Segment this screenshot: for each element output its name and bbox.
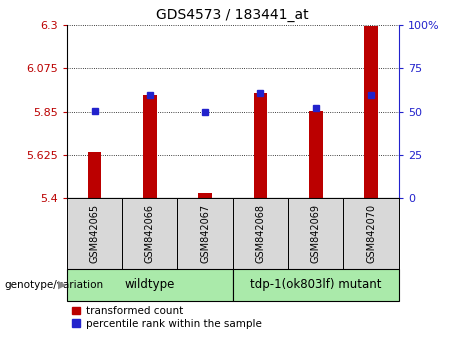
Bar: [88, 152, 101, 198]
Bar: [67, 198, 122, 269]
Bar: [198, 193, 212, 198]
Bar: [233, 198, 288, 269]
Text: wildtype: wildtype: [124, 279, 175, 291]
Bar: [177, 198, 233, 269]
Text: GSM842065: GSM842065: [89, 204, 100, 263]
Bar: [364, 26, 378, 198]
Text: tdp-1(ok803lf) mutant: tdp-1(ok803lf) mutant: [250, 279, 382, 291]
Bar: [254, 93, 267, 198]
Title: GDS4573 / 183441_at: GDS4573 / 183441_at: [156, 8, 309, 22]
Text: ▶: ▶: [58, 280, 66, 290]
Text: GSM842068: GSM842068: [255, 204, 266, 263]
Bar: [233, 269, 399, 301]
Text: genotype/variation: genotype/variation: [5, 280, 104, 290]
Text: GSM842066: GSM842066: [145, 204, 155, 263]
Bar: [309, 110, 323, 198]
Bar: [122, 198, 177, 269]
Bar: [67, 269, 233, 301]
Text: GSM842067: GSM842067: [200, 204, 210, 263]
Text: GSM842069: GSM842069: [311, 204, 321, 263]
Bar: [143, 95, 157, 198]
Bar: [343, 198, 399, 269]
Bar: [288, 198, 343, 269]
Legend: transformed count, percentile rank within the sample: transformed count, percentile rank withi…: [72, 306, 261, 329]
Text: GSM842070: GSM842070: [366, 204, 376, 263]
